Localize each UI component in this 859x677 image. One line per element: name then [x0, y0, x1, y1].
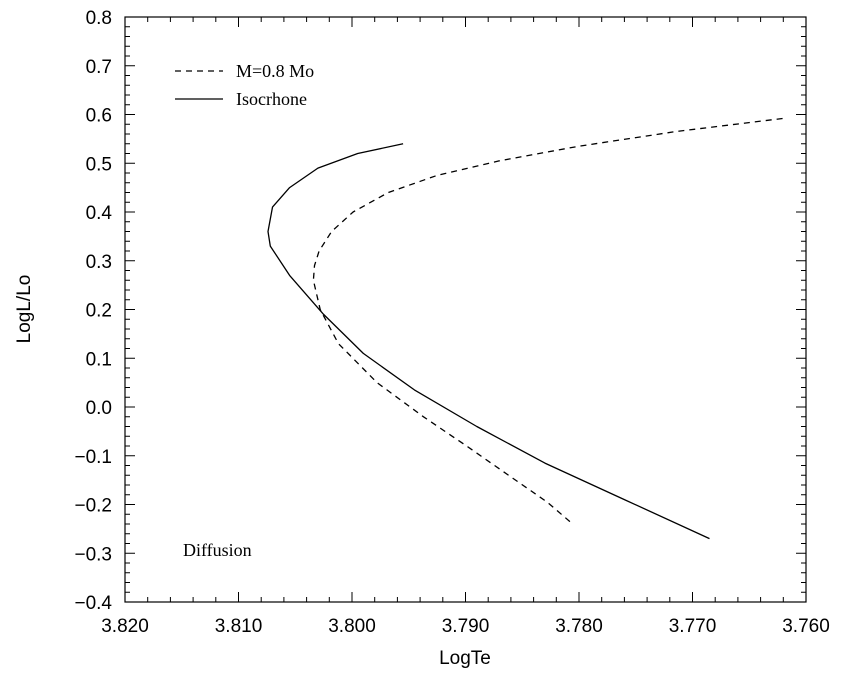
- y-tick-label: 0.6: [86, 106, 112, 127]
- y-tick-labels: 0.8 0.7 0.6 0.5 0.4 0.3 0.2 0.1 0.0 −0.1 −0.2 −0.3 −…: [74, 8, 112, 614]
- annotation-diffusion: Diffusion: [183, 540, 252, 560]
- y-axis-title: LogL/Lo: [14, 275, 35, 344]
- y-tick-label: 0.2: [86, 301, 112, 322]
- series-line-mass-track: [312, 117, 784, 523]
- legend: M=0.8 Mo Isocrhone: [175, 61, 314, 109]
- legend-label-isochrone: Isocrhone: [236, 89, 307, 109]
- y-tick-label: 0.8: [86, 8, 112, 29]
- tick-marks: [124, 16, 807, 603]
- series-lines: [267, 117, 784, 540]
- x-tick-label: 3.780: [555, 616, 603, 637]
- y-tick-label: 0.1: [86, 349, 112, 370]
- x-tick-label: 3.790: [442, 616, 490, 637]
- plot-frame: [124, 16, 807, 603]
- x-tick-label: 3.810: [215, 616, 263, 637]
- y-tick-label: 0.7: [86, 57, 112, 78]
- x-tick-label: 3.820: [101, 616, 149, 637]
- y-tick-label: −0.1: [74, 447, 112, 468]
- x-tick-label: 3.800: [328, 616, 376, 637]
- series-line-isochrone: [267, 143, 710, 540]
- y-tick-label: −0.2: [74, 496, 112, 517]
- y-tick-label: 0.0: [86, 398, 112, 419]
- x-tick-labels: 3.820 3.810 3.800 3.790 3.780 3.770 3.760: [101, 616, 830, 637]
- y-tick-label: 0.3: [86, 252, 112, 273]
- y-tick-label: −0.3: [74, 544, 112, 565]
- y-tick-label: 0.4: [86, 203, 113, 224]
- y-tick-label: −0.4: [74, 593, 112, 614]
- y-tick-label: 0.5: [86, 154, 112, 175]
- legend-label-mass: M=0.8 Mo: [236, 61, 314, 81]
- x-tick-label: 3.770: [669, 616, 717, 637]
- x-tick-label: 3.760: [782, 616, 830, 637]
- x-axis-title: LogTe: [439, 648, 491, 669]
